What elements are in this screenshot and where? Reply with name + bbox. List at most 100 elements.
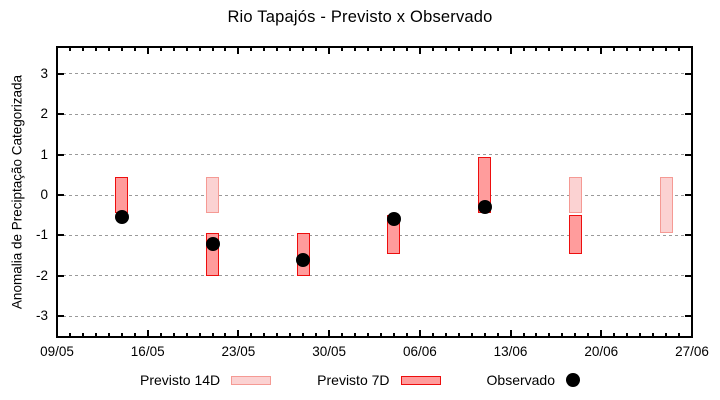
x-minor-tick-top-48 bbox=[678, 47, 681, 51]
y-tick--1 bbox=[57, 234, 64, 237]
y-tick-2 bbox=[57, 113, 64, 116]
x-minor-tick-top-46 bbox=[652, 47, 655, 51]
gridline-y-1 bbox=[57, 234, 692, 236]
x-minor-tick-29 bbox=[431, 333, 434, 337]
x-minor-tick-top-23 bbox=[354, 47, 357, 51]
x-minor-tick-18 bbox=[289, 333, 292, 337]
x-minor-tick-top-44 bbox=[626, 47, 629, 51]
y-tick-label-1: 1 bbox=[40, 146, 48, 162]
legend-label-observado: Observado bbox=[486, 372, 555, 388]
x-minor-tick-top-13 bbox=[224, 47, 227, 51]
x-minor-tick-13 bbox=[224, 333, 227, 337]
x-minor-tick-top-38 bbox=[548, 47, 551, 51]
legend-label-previsto-14d: Previsto 14D bbox=[140, 372, 221, 388]
bar-previsto-14d-18-06 bbox=[568, 176, 582, 214]
chart-title: Rio Tapajós - Previsto x Observado bbox=[227, 8, 493, 26]
x-minor-tick-top-45 bbox=[639, 47, 642, 51]
x-major-tick-top-0 bbox=[56, 47, 58, 54]
y-tick-label--2: -2 bbox=[35, 267, 48, 283]
x-minor-tick-top-31 bbox=[457, 47, 460, 51]
x-minor-tick-22 bbox=[341, 333, 344, 337]
x-minor-tick-top-12 bbox=[211, 47, 214, 51]
x-minor-tick-24 bbox=[367, 333, 370, 337]
x-minor-tick-top-26 bbox=[392, 47, 395, 51]
y-tick-label--1: -1 bbox=[35, 227, 48, 243]
x-minor-tick-47 bbox=[665, 333, 668, 337]
legend-dot-observado bbox=[566, 373, 580, 387]
x-minor-tick-top-33 bbox=[483, 47, 486, 51]
gridline-y-2 bbox=[57, 275, 692, 277]
legend-label-previsto-7d: Previsto 7D bbox=[317, 372, 390, 388]
x-minor-tick-33 bbox=[483, 333, 486, 337]
x-minor-tick-top-18 bbox=[289, 47, 292, 51]
x-minor-tick-top-37 bbox=[535, 47, 538, 51]
x-minor-tick-top-5 bbox=[120, 47, 123, 51]
x-major-tick-top-7 bbox=[146, 47, 149, 54]
x-minor-tick-top-8 bbox=[159, 47, 162, 51]
x-tick-label-09-05: 09/05 bbox=[40, 344, 74, 359]
legend-swatch-previsto-14d bbox=[231, 375, 272, 385]
x-tick-label-30-05: 30/05 bbox=[312, 344, 347, 359]
x-minor-tick-1 bbox=[68, 333, 71, 337]
y-tick-right-2 bbox=[685, 113, 692, 116]
x-minor-tick-top-6 bbox=[133, 47, 136, 51]
y-tick-label-3: 3 bbox=[40, 65, 48, 81]
x-minor-tick-2 bbox=[81, 333, 84, 337]
x-minor-tick-40 bbox=[574, 333, 577, 337]
observed-dot-14-05 bbox=[114, 210, 129, 225]
x-minor-tick-top-11 bbox=[198, 47, 201, 51]
x-major-tick-top-21 bbox=[328, 47, 331, 54]
x-minor-tick-38 bbox=[548, 333, 551, 337]
observed-dot-28-05 bbox=[296, 252, 311, 267]
x-minor-tick-31 bbox=[457, 333, 460, 337]
legend-swatch-previsto-7d bbox=[400, 375, 441, 385]
y-tick--2 bbox=[57, 274, 64, 277]
x-minor-tick-41 bbox=[587, 333, 590, 337]
x-tick-label-23-05: 23/05 bbox=[221, 344, 256, 359]
y-tick-right--2 bbox=[685, 274, 692, 277]
x-minor-tick-top-1 bbox=[68, 47, 71, 51]
gridline-y1 bbox=[57, 154, 692, 156]
x-minor-tick-30 bbox=[444, 333, 447, 337]
x-tick-label-27-06: 27/06 bbox=[675, 344, 709, 359]
y-tick-0 bbox=[57, 194, 64, 197]
x-minor-tick-23 bbox=[354, 333, 357, 337]
y-tick-right-1 bbox=[685, 153, 692, 156]
x-minor-tick-top-16 bbox=[263, 47, 266, 51]
x-minor-tick-25 bbox=[379, 333, 382, 337]
x-minor-tick-top-27 bbox=[405, 47, 408, 51]
x-minor-tick-top-10 bbox=[185, 47, 188, 51]
plot-border bbox=[56, 46, 693, 338]
x-major-tick-top-42 bbox=[600, 47, 603, 54]
x-minor-tick-43 bbox=[613, 333, 616, 337]
y-tick-right-3 bbox=[685, 72, 692, 75]
x-minor-tick-top-2 bbox=[81, 47, 84, 51]
x-minor-tick-top-15 bbox=[250, 47, 253, 51]
x-tick-label-13-06: 13/06 bbox=[493, 344, 528, 359]
x-minor-tick-46 bbox=[652, 333, 655, 337]
x-minor-tick-top-41 bbox=[587, 47, 590, 51]
y-tick-right--3 bbox=[685, 315, 692, 318]
x-minor-tick-top-29 bbox=[431, 47, 434, 51]
observed-dot-11-06 bbox=[477, 200, 492, 215]
x-minor-tick-top-24 bbox=[367, 47, 370, 51]
x-minor-tick-top-25 bbox=[379, 47, 382, 51]
x-minor-tick-15 bbox=[250, 333, 253, 337]
x-major-tick-42 bbox=[600, 330, 603, 337]
x-major-tick-top-14 bbox=[237, 47, 240, 54]
x-minor-tick-27 bbox=[405, 333, 408, 337]
gridline-y3 bbox=[57, 73, 692, 75]
x-minor-tick-top-19 bbox=[302, 47, 305, 51]
bar-previsto-7d-18-06 bbox=[568, 215, 582, 254]
x-tick-label-16-05: 16/05 bbox=[130, 344, 165, 359]
x-major-tick-14 bbox=[237, 330, 240, 337]
x-major-tick-top-49 bbox=[691, 47, 693, 54]
legend: Previsto 14D Previsto 7D Observado bbox=[0, 372, 720, 388]
x-minor-tick-17 bbox=[276, 333, 279, 337]
x-tick-label-06-06: 06/06 bbox=[402, 344, 437, 359]
x-minor-tick-39 bbox=[561, 333, 564, 337]
x-major-tick-21 bbox=[328, 330, 331, 337]
x-minor-tick-10 bbox=[185, 333, 188, 337]
x-major-tick-0 bbox=[56, 330, 58, 337]
